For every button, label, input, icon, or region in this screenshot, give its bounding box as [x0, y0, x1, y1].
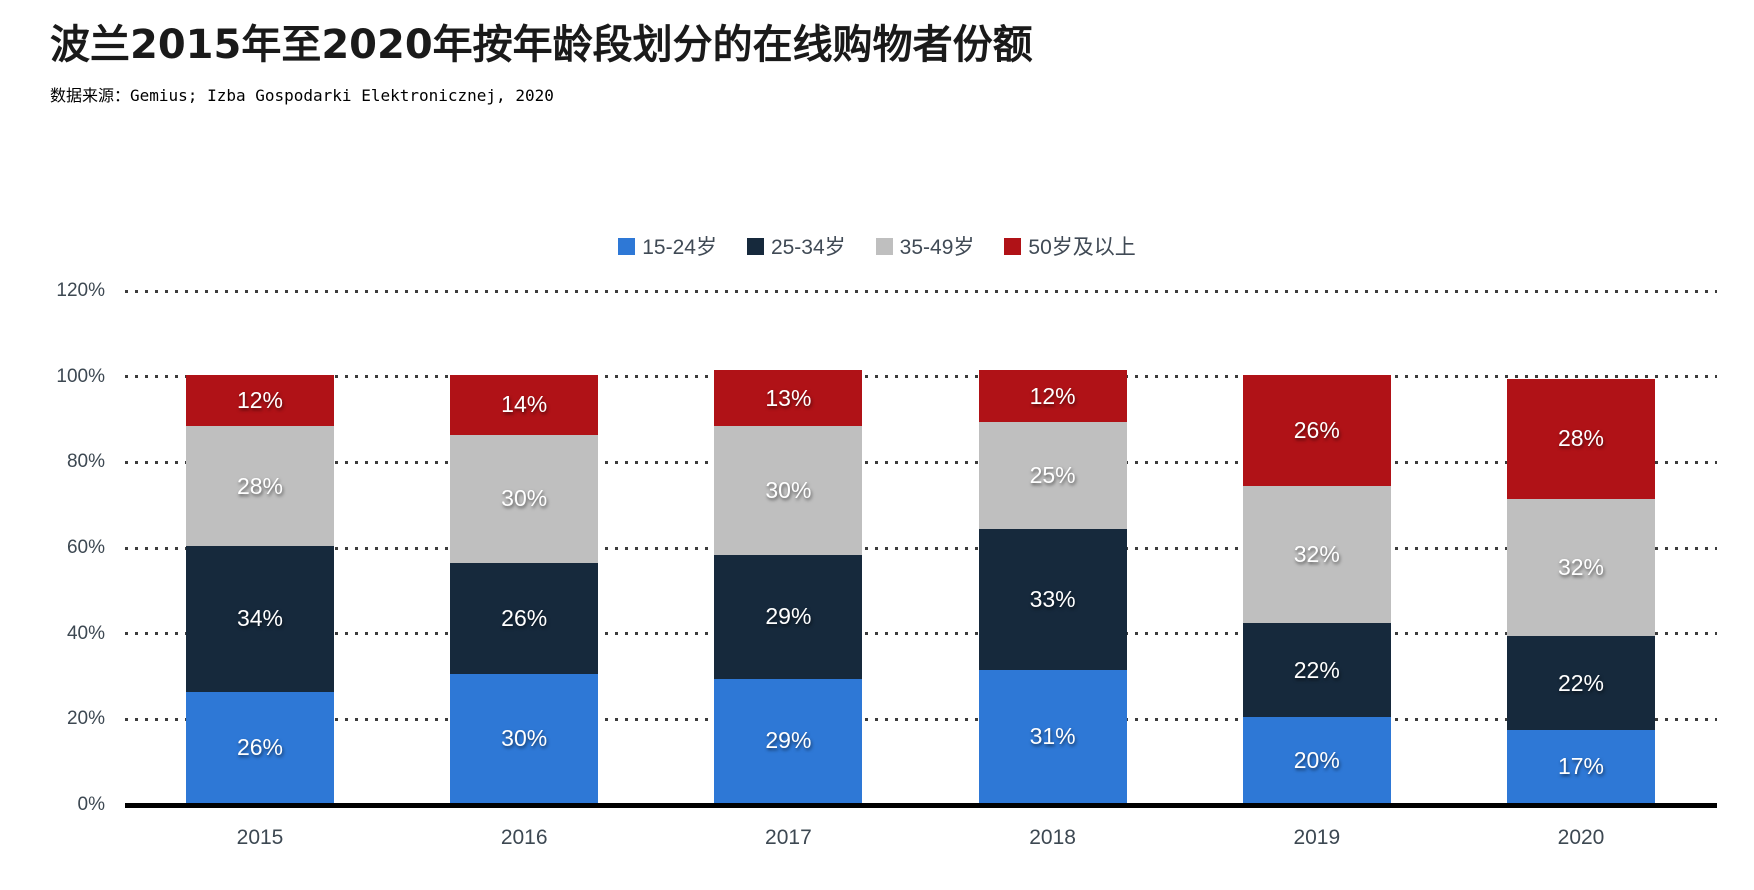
chart-legend: 15-24岁 25-34岁 35-49岁 50岁及以上 — [0, 231, 1754, 261]
bar-segment-value-label: 12% — [236, 386, 284, 413]
bar-segment-value-label: 28% — [1557, 425, 1605, 452]
bar-segment-2015-15-24岁[interactable]: 26% — [186, 691, 334, 803]
bar-segment-value-label: 13% — [765, 384, 812, 411]
chart-title: 波兰2015年至2020年按年龄段划分的在线购物者份额 — [50, 22, 1033, 68]
bar-segment-value-label: 14% — [501, 391, 548, 418]
bar-segment-value-label: 33% — [1029, 586, 1076, 613]
gridline — [125, 460, 1717, 464]
bar-segment-2020-50岁及以上[interactable]: 28% — [1507, 378, 1655, 499]
bar-segment-value-label: 22% — [1293, 656, 1340, 683]
bar-segment-2018-50岁及以上[interactable]: 12% — [978, 370, 1127, 422]
bar-segment-2015-50岁及以上[interactable]: 12% — [186, 374, 334, 427]
bar-segment-value-label: 22% — [1557, 669, 1605, 696]
bar-segment-value-label: 30% — [765, 476, 812, 503]
gridline — [125, 632, 1717, 636]
bar-segment-2019-35-49岁[interactable]: 32% — [1242, 486, 1391, 624]
bar-segment-2019-15-24岁[interactable]: 20% — [1242, 717, 1391, 803]
x-axis-tick-label: 2017 — [765, 826, 812, 849]
x-axis-tick-label: 2016 — [500, 826, 548, 849]
legend-item-1[interactable]: 25-34岁 — [746, 231, 846, 261]
bar-segment-2020-35-49岁[interactable]: 32% — [1507, 498, 1655, 636]
bar-segment-2017-25-34岁[interactable]: 29% — [714, 554, 863, 679]
x-axis-tick-label: 2019 — [1293, 826, 1341, 849]
bar-segment-2017-50岁及以上[interactable]: 13% — [714, 370, 863, 427]
y-axis-tick-label: 80% — [66, 451, 105, 473]
bar-segment-value-label: 12% — [1029, 382, 1076, 409]
bar-segment-2015-25-34岁[interactable]: 34% — [186, 545, 334, 692]
legend-label: 15-24岁 — [642, 236, 717, 259]
bar-2017: 13% 30% 29% 29% — [714, 370, 863, 803]
y-axis-tick-label: 40% — [66, 622, 105, 644]
bar-segment-value-label: 30% — [501, 485, 548, 512]
legend-label: 35-49岁 — [899, 236, 975, 259]
bar-segment-value-label: 34% — [236, 605, 284, 632]
bar-segment-value-label: 29% — [765, 727, 812, 754]
legend-label: 50岁及以上 — [1028, 236, 1136, 259]
legend-swatch-icon — [875, 237, 893, 255]
bar-segment-2020-15-24岁[interactable]: 17% — [1507, 730, 1655, 803]
x-axis-line — [125, 803, 1717, 808]
bar-segment-2016-15-24岁[interactable]: 30% — [450, 674, 599, 803]
legend-swatch-icon — [746, 237, 764, 255]
bar-segment-value-label: 30% — [501, 725, 548, 752]
legend-swatch-icon — [1004, 237, 1022, 255]
legend-label: 25-34岁 — [770, 236, 846, 259]
bar-2016: 14% 30% 26% 30% — [450, 374, 599, 803]
bar-segment-2019-25-34岁[interactable]: 22% — [1242, 623, 1391, 718]
bar-segment-2019-50岁及以上[interactable]: 26% — [1242, 374, 1391, 487]
bar-segment-2017-35-49岁[interactable]: 30% — [714, 426, 863, 555]
bar-2018: 12% 25% 33% 31% — [978, 370, 1127, 803]
bar-segment-value-label: 31% — [1029, 723, 1076, 750]
bar-segment-2017-15-24岁[interactable]: 29% — [714, 678, 863, 803]
gridline — [125, 717, 1717, 721]
legend-item-3[interactable]: 50岁及以上 — [1004, 231, 1136, 261]
bar-segment-2020-25-34岁[interactable]: 22% — [1507, 635, 1655, 731]
y-axis-tick-label: 100% — [56, 365, 105, 387]
bar-2020: 28% 32% 22% 17% — [1507, 378, 1655, 803]
bar-segment-value-label: 26% — [1293, 416, 1340, 443]
bar-segment-value-label: 17% — [1557, 753, 1605, 780]
gridline — [125, 546, 1717, 550]
bar-segment-2016-25-34岁[interactable]: 26% — [450, 563, 599, 675]
chart-source-note: 数据来源：Gemius; Izba Gospodarki Elektronicz… — [50, 86, 554, 105]
bar-segment-value-label: 26% — [236, 733, 284, 760]
y-axis-tick-label: 60% — [66, 537, 105, 558]
bar-segment-value-label: 32% — [1557, 553, 1605, 580]
bar-segment-value-label: 32% — [1293, 541, 1340, 568]
bar-segment-2018-35-49岁[interactable]: 25% — [978, 421, 1127, 529]
legend-swatch-icon — [618, 237, 636, 255]
y-axis-tick-label: 120% — [56, 280, 105, 301]
bar-segment-value-label: 20% — [1293, 746, 1340, 773]
x-axis-tick-label: 2018 — [1029, 826, 1076, 849]
bar-segment-2015-35-49岁[interactable]: 28% — [186, 426, 334, 546]
gridline — [125, 289, 1717, 293]
bar-segment-2016-35-49岁[interactable]: 30% — [450, 434, 599, 564]
bar-segment-2016-50岁及以上[interactable]: 14% — [450, 374, 599, 435]
bar-segment-value-label: 28% — [236, 472, 284, 499]
x-axis-tick-label: 2020 — [1557, 826, 1605, 849]
y-axis-tick-label: 20% — [66, 708, 105, 730]
bar-segment-2018-25-34岁[interactable]: 33% — [978, 528, 1127, 671]
bar-segment-value-label: 29% — [765, 603, 812, 630]
legend-item-2[interactable]: 35-49岁 — [875, 231, 975, 261]
y-axis-tick-label: 0% — [77, 794, 105, 815]
gridline — [125, 375, 1717, 379]
bar-2019: 26% 32% 22% 20% — [1242, 374, 1391, 803]
bar-segment-value-label: 25% — [1029, 461, 1076, 488]
bar-segment-2018-15-24岁[interactable]: 31% — [978, 670, 1127, 803]
bar-2015: 12% 28% 34% 26% — [186, 374, 334, 803]
bar-segment-value-label: 26% — [501, 605, 548, 632]
legend-item-0[interactable]: 15-24岁 — [618, 231, 717, 261]
x-axis-tick-label: 2015 — [236, 826, 284, 849]
